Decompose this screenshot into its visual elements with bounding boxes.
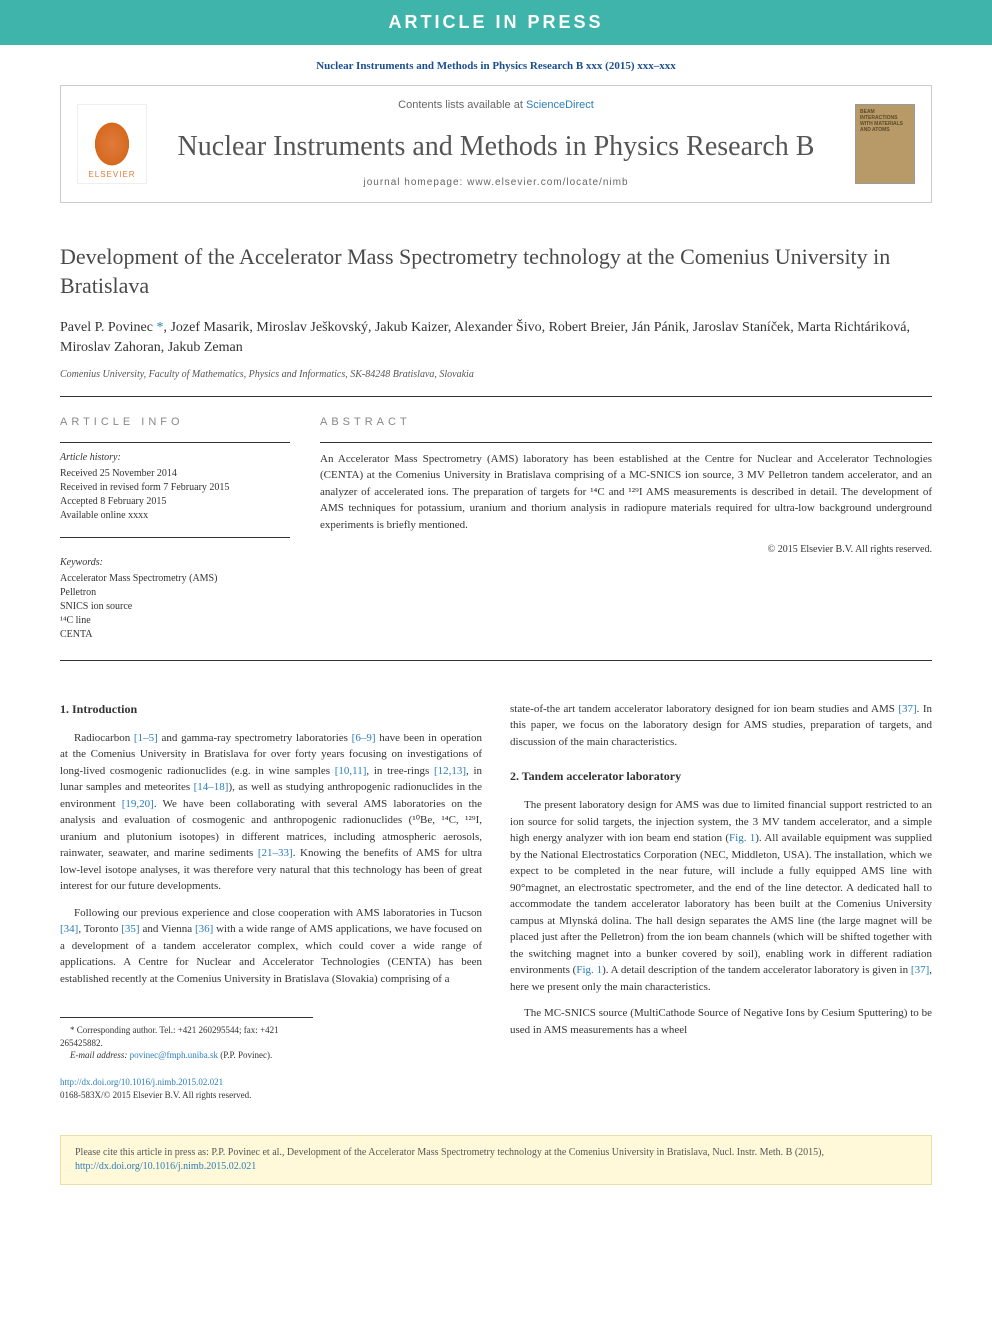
body-columns: 1. Introduction Radiocarbon [1–5] and ga… [60, 661, 932, 1101]
please-cite-box: Please cite this article in press as: P.… [60, 1135, 932, 1185]
elsevier-logo-text: ELSEVIER [88, 169, 135, 183]
abstract-block: ABSTRACT An Accelerator Mass Spectrometr… [320, 415, 932, 642]
section-2-para-1: The present laboratory design for AMS wa… [510, 797, 932, 1005]
keyword-4: CENTA [60, 628, 290, 642]
elsevier-tree-icon [92, 119, 132, 169]
doi-link[interactable]: http://dx.doi.org/10.1016/j.nimb.2015.02… [60, 1077, 223, 1087]
article-info-row: ARTICLE INFO Article history: Received 2… [60, 397, 932, 660]
article-info-sidebar: ARTICLE INFO Article history: Received 2… [60, 415, 290, 642]
keyword-3: ¹⁴C line [60, 614, 290, 628]
history-accepted: Accepted 8 February 2015 [60, 495, 290, 509]
running-citation: Nuclear Instruments and Methods in Physi… [0, 45, 992, 84]
author-list: Pavel P. Povinec *, Jozef Masarik, Miros… [60, 318, 932, 367]
col2-continuation: state-of-the art tandem accelerator labo… [510, 701, 932, 761]
doi-block: http://dx.doi.org/10.1016/j.nimb.2015.02… [60, 1062, 482, 1101]
contents-prefix: Contents lists available at [398, 99, 526, 111]
ref-12-13[interactable]: [12,13] [434, 765, 466, 777]
ref-36[interactable]: [36] [195, 923, 213, 935]
ref-14-18[interactable]: [14–18] [194, 781, 229, 793]
ref-1-5[interactable]: [1–5] [134, 732, 158, 744]
abstract-copyright: © 2015 Elsevier B.V. All rights reserved… [320, 533, 932, 557]
ref-21-33[interactable]: [21–33] [258, 847, 293, 859]
section-1-heading: 1. Introduction [60, 701, 482, 730]
history-label: Article history: [60, 451, 290, 467]
section-1-para-2: Following our previous experience and cl… [60, 905, 482, 998]
elsevier-logo: ELSEVIER [77, 104, 147, 184]
authors-text: Pavel P. Povinec *, Jozef Masarik, Miros… [60, 320, 910, 355]
keyword-2: SNICS ion source [60, 600, 290, 614]
section-1-para-1: Radiocarbon [1–5] and gamma-ray spectrom… [60, 730, 482, 905]
journal-cover-thumbnail: BEAM INTERACTIONS WITH MATERIALS AND ATO… [855, 104, 915, 184]
history-received: Received 25 November 2014 [60, 467, 290, 481]
history-online: Available online xxxx [60, 509, 290, 523]
keyword-1: Pelletron [60, 586, 290, 600]
article-in-press-banner: ARTICLE IN PRESS [0, 0, 992, 45]
cite-doi-link[interactable]: http://dx.doi.org/10.1016/j.nimb.2015.02… [75, 1161, 256, 1172]
journal-header: ELSEVIER BEAM INTERACTIONS WITH MATERIAL… [60, 85, 932, 204]
sciencedirect-link[interactable]: ScienceDirect [526, 99, 594, 111]
keyword-0: Accelerator Mass Spectrometry (AMS) [60, 572, 290, 586]
footnotes: * Corresponding author. Tel.: +421 26029… [60, 1017, 313, 1062]
ref-10-11[interactable]: [10,11] [335, 765, 367, 777]
journal-homepage-line: journal homepage: www.elsevier.com/locat… [77, 176, 915, 190]
keywords-label: Keywords: [60, 538, 290, 572]
ref-37a[interactable]: [37] [898, 703, 916, 715]
journal-title: Nuclear Instruments and Methods in Physi… [77, 113, 915, 176]
column-right: state-of-the art tandem accelerator labo… [510, 701, 932, 1101]
ref-19-20[interactable]: [19,20] [122, 798, 154, 810]
ref-6-9[interactable]: [6–9] [352, 732, 376, 744]
rule-abstract [320, 442, 932, 443]
abstract-text: An Accelerator Mass Spectrometry (AMS) l… [320, 451, 932, 534]
contents-available-line: Contents lists available at ScienceDirec… [77, 98, 915, 113]
section-2-para-2: The MC-SNICS source (MultiCathode Source… [510, 1005, 932, 1048]
ref-35[interactable]: [35] [121, 923, 139, 935]
cite-text: Please cite this article in press as: P.… [75, 1147, 824, 1158]
article-title: Development of the Accelerator Mass Spec… [60, 243, 932, 318]
history-revised: Received in revised form 7 February 2015 [60, 481, 290, 495]
fig-1a[interactable]: Fig. 1 [729, 832, 755, 844]
author-email-link[interactable]: povinec@fmph.uniba.sk [130, 1050, 218, 1060]
abstract-heading: ABSTRACT [320, 415, 932, 442]
rule-info [60, 442, 290, 443]
section-2-heading: 2. Tandem accelerator laboratory [510, 760, 932, 797]
corresponding-author-note: * Corresponding author. Tel.: +421 26029… [60, 1024, 313, 1049]
issn-copyright-line: 0168-583X/© 2015 Elsevier B.V. All right… [60, 1089, 482, 1102]
article-info-heading: ARTICLE INFO [60, 415, 290, 442]
fig-1b[interactable]: Fig. 1 [576, 964, 602, 976]
email-note: E-mail address: povinec@fmph.uniba.sk (P… [60, 1049, 313, 1062]
corresponding-mark: * [156, 320, 163, 335]
article-body: Development of the Accelerator Mass Spec… [0, 203, 992, 1121]
affiliation: Comenius University, Faculty of Mathemat… [60, 368, 932, 396]
column-left: 1. Introduction Radiocarbon [1–5] and ga… [60, 701, 482, 1101]
ref-37b[interactable]: [37] [911, 964, 929, 976]
ref-34[interactable]: [34] [60, 923, 78, 935]
